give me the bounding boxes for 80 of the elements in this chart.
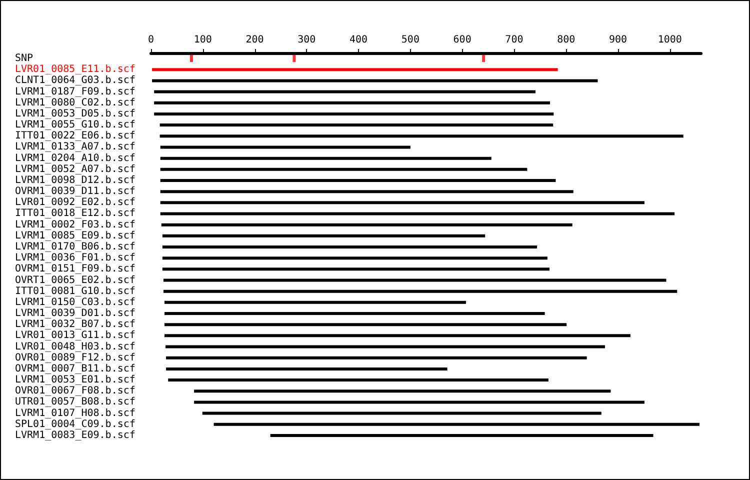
y-tick-label: CLNT1_0064_G03.b.scf [15, 75, 136, 86]
bar [154, 112, 554, 116]
y-tick-label: LVRM1_0052_A07.b.scf [15, 164, 136, 175]
x-tick-label: 700 [505, 34, 524, 46]
bar [162, 234, 486, 238]
bar [160, 124, 554, 127]
bar [160, 201, 644, 204]
bar [160, 168, 528, 171]
y-tick-label: SPL01_0004_C09.b.scf [15, 418, 136, 430]
y-tick-label: LVRM1_0133_A07.b.scf [15, 142, 136, 153]
y-tick-label: LVRM1_0036_F01.b.scf [15, 252, 136, 264]
y-tick-label: OVR01_0089_F12.b.scf [15, 352, 136, 364]
bar [160, 212, 675, 216]
x-tick-label: 0 [148, 34, 154, 46]
y-tick-label: LVRM1_0032_B07.b.scf [15, 319, 136, 330]
y-tick-label: ITT01_0081_G10.b.scf [15, 286, 136, 297]
bar [154, 101, 550, 104]
bar [160, 178, 556, 182]
y-tick-label: LVRM1_0053_E01.b.scf [15, 374, 136, 386]
x-tick-label: 300 [298, 34, 316, 46]
y-tick-label: LVR01_0085_E11.b.scf [15, 64, 136, 76]
bar [166, 367, 448, 370]
y-tick-label: LVRM1_0085_E09.b.scf [15, 230, 136, 242]
bar [163, 290, 678, 293]
bar [164, 300, 466, 304]
bar [152, 68, 558, 72]
y-tick-label: LVRM1_0083_E09.b.scf [15, 430, 136, 441]
y-tick-label: LVRM1_0055_G10.b.scf [15, 120, 136, 131]
x-tick-label: 600 [453, 34, 472, 46]
bar [168, 378, 548, 382]
bar [154, 90, 536, 94]
y-tick-label: OVRM1_0151_F09.b.scf [15, 264, 136, 275]
bar [214, 422, 700, 426]
bar [166, 345, 606, 348]
x-tick-label: 100 [194, 34, 212, 46]
y-tick-label: LVRM1_0098_D12.b.scf [15, 174, 136, 186]
y-tick-label: OVRM1_0007_B11.b.scf [15, 363, 136, 374]
x-tick-label: 400 [350, 34, 368, 46]
bar [270, 434, 654, 437]
x-tick-label: 200 [246, 34, 264, 46]
y-tick-label: LVRM1_0170_B06.b.scf [15, 242, 136, 252]
y-tick-label: OVRM1_0039_D11.b.scf [15, 186, 136, 198]
bar [164, 323, 567, 326]
x-tick-label: 1000 [658, 34, 682, 46]
bar [166, 356, 587, 360]
y-tick-label: ITT01_0022_E06.b.scf [15, 130, 136, 142]
y-tick-label: LVRM1_0039_D01.b.scf [15, 308, 136, 320]
x-tick-label: 800 [557, 34, 576, 46]
bar [160, 190, 574, 194]
y-tick-label: OVRT1_0065_E02.b.scf [15, 274, 136, 286]
y-tick-label: UTR01_0057_B08.b.scf [15, 396, 136, 408]
y-tick-label: LVR01_0013_G11.b.scf [15, 330, 136, 342]
bar [194, 390, 611, 393]
bar [161, 223, 572, 226]
y-tick-label: LVRM1_0002_F03.b.scf [15, 219, 136, 230]
y-tick-label: OVR01_0067_F08.b.scf [15, 386, 136, 397]
bar [162, 268, 550, 271]
y-tick-label: LVRM1_0187_F09.b.scf [15, 86, 136, 98]
y-tick-label: ITT01_0018_E12.b.scf [15, 208, 136, 220]
y-tick-label: LVR01_0092_E02.b.scf [15, 197, 136, 208]
y-tick-label: SNP [15, 53, 34, 64]
bar [163, 278, 666, 282]
bar [164, 312, 545, 316]
y-tick-label: LVRM1_0204_A10.b.scf [15, 152, 136, 164]
bar [202, 412, 602, 415]
bar [160, 134, 684, 138]
y-tick-label: LVRM1_0080_C02.b.scf [15, 97, 136, 108]
bar [160, 156, 492, 160]
y-tick-label: LVRM1_0053_D05.b.scf [15, 108, 136, 120]
x-tick-label: 500 [401, 34, 420, 46]
y-tick-label: LVRM1_0150_C03.b.scf [15, 296, 136, 308]
y-tick-label: LVR01_0048_H03.b.scf [15, 341, 136, 352]
y-tick-label: LVRM1_0107_H08.b.scf [15, 408, 136, 419]
bar [162, 246, 538, 248]
bar [160, 146, 410, 149]
bar [194, 400, 644, 404]
bar [162, 256, 548, 260]
bar [164, 334, 630, 338]
x-tick-label: 900 [608, 34, 628, 46]
bar [152, 79, 598, 82]
